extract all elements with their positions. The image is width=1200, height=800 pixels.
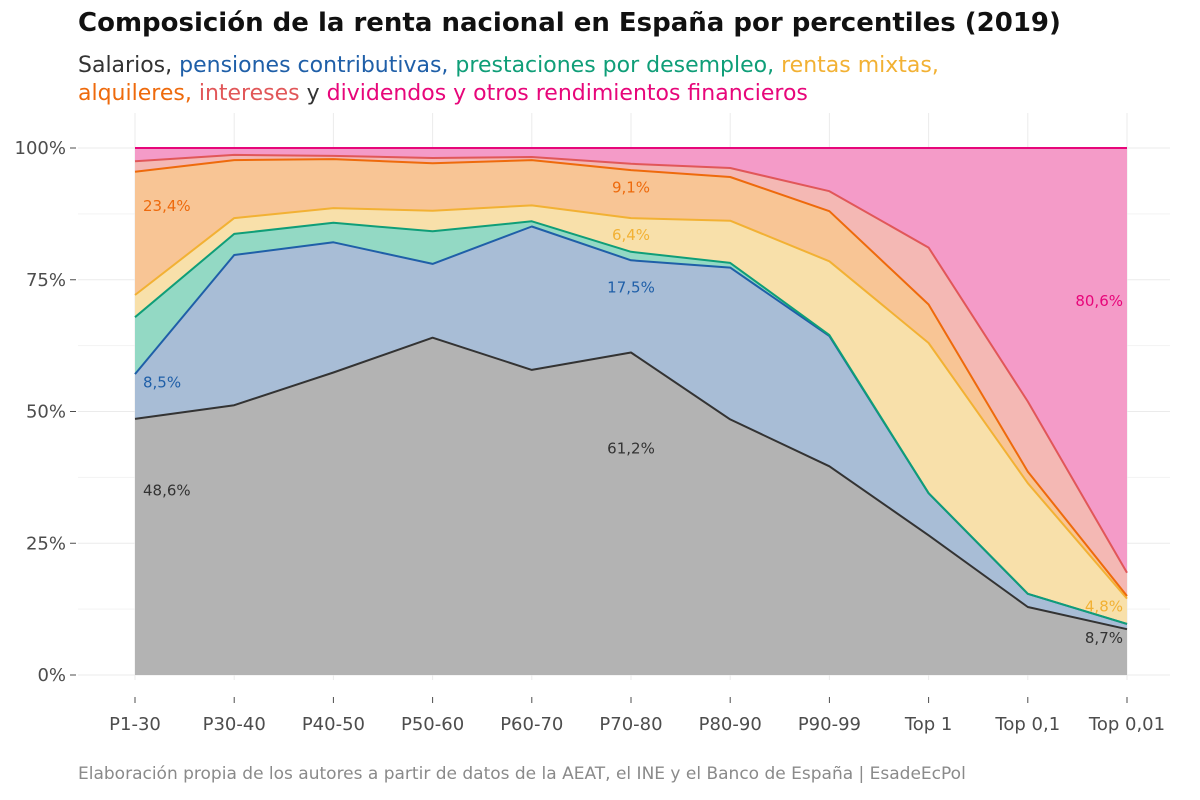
chart-title: Composición de la renta nacional en Espa… xyxy=(78,8,1061,38)
subtitle-dividendos: dividendos y otros rendimientos financie… xyxy=(326,81,808,106)
line-mixtas xyxy=(134,204,1128,600)
x-tick-label: P30-40 xyxy=(203,714,266,735)
line-desempleo xyxy=(134,220,1128,625)
subtitle-intereses: intereses xyxy=(198,81,300,106)
data-label-salarios: 48,6% xyxy=(143,482,191,500)
x-tick-label: P60-70 xyxy=(500,714,563,735)
area-layers xyxy=(135,148,1127,675)
series-lines xyxy=(134,147,1128,631)
data-label-mixtas: 4,8% xyxy=(1085,597,1123,615)
data-label-mixtas: 6,4% xyxy=(612,226,650,244)
line-salarios xyxy=(134,336,1128,631)
x-tick-label: P80-90 xyxy=(699,714,762,735)
axes: 0% 25% 50% 75% 100% P1-30 P30-40 P40-50 P50-60 P6… xyxy=(15,138,1166,735)
data-labels: 48,6% 8,5% 23,4% 61,2% 17,5% 6,4% 9,1% 80,6% 4,8… xyxy=(143,179,1123,648)
chart-subtitle: Salarios, pensiones contributivas, prest… xyxy=(78,52,1178,108)
subtitle-pensiones: pensiones contributivas, xyxy=(179,53,449,78)
y-tick-label: 50% xyxy=(26,402,66,423)
y-tick-label: 0% xyxy=(37,665,66,686)
x-tick-label: P1-30 xyxy=(109,714,161,735)
area-alquileres xyxy=(135,159,1127,599)
area-dividendos xyxy=(135,148,1127,573)
data-label-dividendos: 80,6% xyxy=(1075,292,1123,310)
y-tick-label: 25% xyxy=(26,533,66,554)
subtitle-y: y xyxy=(306,81,320,106)
x-tick-label: P90-99 xyxy=(798,714,861,735)
y-tick-label: 100% xyxy=(15,138,66,159)
area-pensiones xyxy=(135,226,1127,630)
y-tick-label: 75% xyxy=(26,270,66,291)
x-tick-label: P70-80 xyxy=(599,714,662,735)
data-label-alquileres: 9,1% xyxy=(612,179,650,197)
line-intereses xyxy=(134,153,1128,574)
chart-caption: Elaboración propia de los autores a part… xyxy=(78,764,966,784)
x-tick-label: P50-60 xyxy=(401,714,464,735)
data-label-pensiones: 17,5% xyxy=(607,279,655,297)
data-label-salarios: 61,2% xyxy=(607,439,655,457)
subtitle-salarios: Salarios, xyxy=(78,53,173,78)
subtitle-desempleo: prestaciones por desempleo, xyxy=(455,53,775,78)
line-alquileres xyxy=(134,158,1128,597)
area-mixtas xyxy=(135,205,1127,624)
x-tick-label: Top 0,01 xyxy=(1088,714,1165,735)
data-label-pensiones: 8,5% xyxy=(143,374,181,392)
area-salarios xyxy=(135,337,1127,675)
x-tick-label: Top 0,1 xyxy=(994,714,1060,735)
data-label-alquileres: 23,4% xyxy=(143,197,191,215)
x-tick-label: Top 1 xyxy=(904,714,953,735)
x-tick-label: P40-50 xyxy=(302,714,365,735)
data-label-salarios: 8,7% xyxy=(1085,629,1123,647)
subtitle-alquileres: alquileres, xyxy=(78,81,192,106)
subtitle-mixtas: rentas mixtas, xyxy=(781,53,939,78)
